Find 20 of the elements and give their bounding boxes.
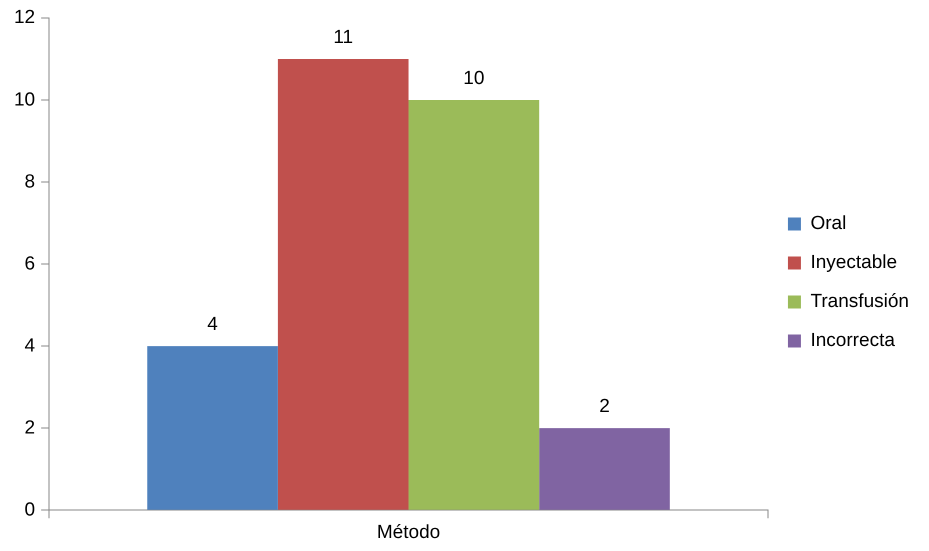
y-tick-label: 8 — [24, 171, 36, 192]
data-label: 4 — [207, 314, 218, 335]
y-tick-label: 6 — [24, 253, 36, 274]
y-tick-label: 12 — [14, 7, 36, 28]
bar — [539, 428, 670, 510]
y-tick-label: 2 — [24, 417, 36, 438]
x-tick-label: Método — [376, 522, 440, 543]
data-label: 10 — [463, 68, 484, 89]
bar — [408, 100, 540, 510]
legend-label: Inyectable — [810, 252, 898, 274]
legend-label: Incorrecta — [810, 330, 896, 352]
y-tick-label: 10 — [14, 89, 36, 110]
bar — [278, 59, 409, 510]
bar — [147, 346, 278, 510]
legend-label: Transfusión — [810, 291, 909, 312]
data-label: 2 — [599, 396, 610, 417]
y-tick-label: 4 — [24, 335, 36, 356]
y-tick-label: 0 — [24, 499, 36, 520]
legend-label: Oral — [810, 213, 846, 234]
data-label: 11 — [333, 26, 354, 48]
